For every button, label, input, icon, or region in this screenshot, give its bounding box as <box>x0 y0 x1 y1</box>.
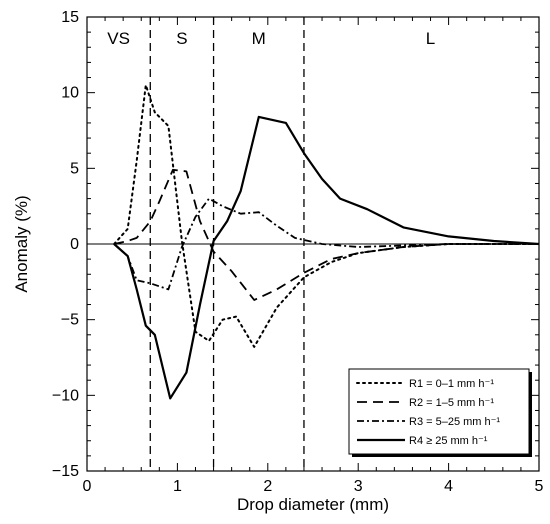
series-line-solid <box>113 115 540 400</box>
legend-label: R2 = 1–5 mm h⁻¹ <box>409 397 494 409</box>
series-line-dashdot <box>113 197 539 291</box>
x-tick-label: 5 <box>535 478 544 495</box>
y-tick-label: 5 <box>70 160 79 177</box>
region-label: L <box>426 29 435 48</box>
y-tick-label: 15 <box>61 9 79 26</box>
x-tick-label: 1 <box>173 478 182 495</box>
series-line-dashed <box>113 168 539 301</box>
series-line-dotted <box>113 84 540 348</box>
x-tick-label: 4 <box>444 478 453 495</box>
y-tick-label: 0 <box>70 236 79 253</box>
y-tick-label: 10 <box>61 85 79 102</box>
plot-frame <box>86 16 540 472</box>
y-tick-label: −15 <box>52 463 79 480</box>
x-tick-label: 3 <box>354 478 363 495</box>
x-tick-label: 0 <box>83 478 92 495</box>
region-labels: VS S M L <box>107 29 435 48</box>
region-label: M <box>252 29 266 48</box>
series-lines <box>113 84 540 400</box>
legend-label: R4 ≥ 25 mm h⁻¹ <box>409 435 488 447</box>
y-tick-label: −5 <box>61 312 79 329</box>
region-label: S <box>176 29 187 48</box>
y-axis-title: Anomaly (%) <box>12 195 31 292</box>
legend-label: R3 = 5–25 mm h⁻¹ <box>409 416 500 428</box>
x-tick-label: 2 <box>263 478 272 495</box>
x-axis-title: Drop diameter (mm) <box>237 495 389 514</box>
region-label: VS <box>107 29 130 48</box>
y-tick-label: −10 <box>52 387 79 404</box>
legend: R1 = 0–1 mm h⁻¹ R2 = 1–5 mm h⁻¹ R3 = 5–25 … <box>348 368 532 457</box>
legend-label: R1 = 0–1 mm h⁻¹ <box>409 378 494 390</box>
